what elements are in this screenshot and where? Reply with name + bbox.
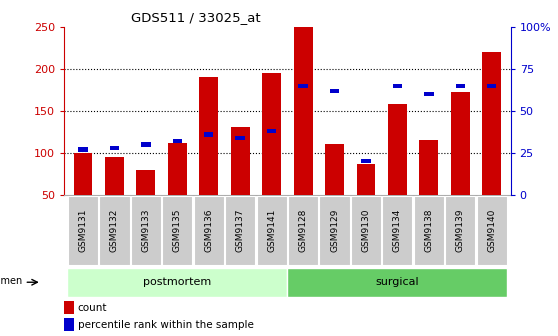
Text: GSM9135: GSM9135 — [173, 208, 182, 252]
Bar — [330, 89, 339, 93]
FancyBboxPatch shape — [477, 196, 507, 265]
Bar — [455, 84, 465, 88]
Bar — [388, 104, 407, 195]
Bar — [487, 84, 497, 88]
Bar — [393, 84, 402, 88]
FancyBboxPatch shape — [351, 196, 381, 265]
Text: GSM9134: GSM9134 — [393, 208, 402, 252]
Bar — [168, 143, 187, 195]
FancyBboxPatch shape — [162, 196, 193, 265]
Bar — [231, 127, 249, 195]
FancyBboxPatch shape — [257, 196, 287, 265]
Bar — [137, 170, 155, 195]
Text: GSM9138: GSM9138 — [424, 208, 434, 252]
Bar — [294, 27, 312, 195]
FancyBboxPatch shape — [382, 196, 412, 265]
Text: percentile rank within the sample: percentile rank within the sample — [78, 320, 253, 330]
Bar — [325, 144, 344, 195]
FancyBboxPatch shape — [445, 196, 475, 265]
Bar — [361, 159, 371, 163]
Bar — [204, 132, 214, 136]
Text: GDS511 / 33025_at: GDS511 / 33025_at — [131, 11, 261, 24]
Text: GSM9132: GSM9132 — [110, 208, 119, 252]
Text: postmortem: postmortem — [143, 277, 211, 287]
Text: GSM9129: GSM9129 — [330, 208, 339, 252]
Bar — [451, 92, 470, 195]
Bar — [110, 146, 119, 150]
Text: GSM9133: GSM9133 — [141, 208, 151, 252]
Bar — [262, 73, 281, 195]
FancyBboxPatch shape — [131, 196, 161, 265]
Bar — [267, 129, 276, 133]
Bar — [235, 136, 245, 140]
FancyBboxPatch shape — [225, 196, 256, 265]
Bar — [424, 92, 434, 96]
Text: GSM9131: GSM9131 — [79, 208, 88, 252]
FancyBboxPatch shape — [413, 196, 444, 265]
FancyBboxPatch shape — [287, 268, 507, 297]
Bar — [299, 84, 308, 88]
Text: surgical: surgical — [376, 277, 419, 287]
Text: GSM9140: GSM9140 — [487, 208, 496, 252]
Text: GSM9136: GSM9136 — [204, 208, 213, 252]
FancyBboxPatch shape — [68, 268, 287, 297]
Bar — [64, 301, 74, 314]
Bar — [64, 318, 74, 331]
Text: GSM9128: GSM9128 — [299, 208, 307, 252]
Text: GSM9139: GSM9139 — [456, 208, 465, 252]
Bar — [199, 77, 218, 195]
FancyBboxPatch shape — [99, 196, 129, 265]
Bar — [420, 140, 438, 195]
Text: GSM9141: GSM9141 — [267, 208, 276, 252]
Text: count: count — [78, 303, 107, 313]
Bar — [482, 52, 501, 195]
FancyBboxPatch shape — [319, 196, 350, 265]
Bar — [141, 142, 151, 146]
FancyBboxPatch shape — [194, 196, 224, 265]
Bar — [105, 157, 124, 195]
Text: GSM9130: GSM9130 — [362, 208, 371, 252]
FancyBboxPatch shape — [288, 196, 318, 265]
Text: specimen: specimen — [0, 276, 22, 286]
Bar — [78, 148, 88, 152]
FancyBboxPatch shape — [68, 196, 98, 265]
Bar — [172, 139, 182, 143]
Bar — [74, 153, 93, 195]
Bar — [357, 164, 376, 195]
Text: GSM9137: GSM9137 — [235, 208, 245, 252]
